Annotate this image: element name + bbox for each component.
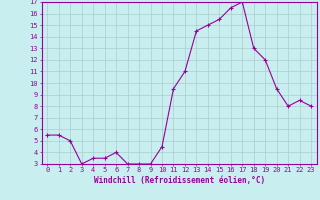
X-axis label: Windchill (Refroidissement éolien,°C): Windchill (Refroidissement éolien,°C) xyxy=(94,176,265,185)
